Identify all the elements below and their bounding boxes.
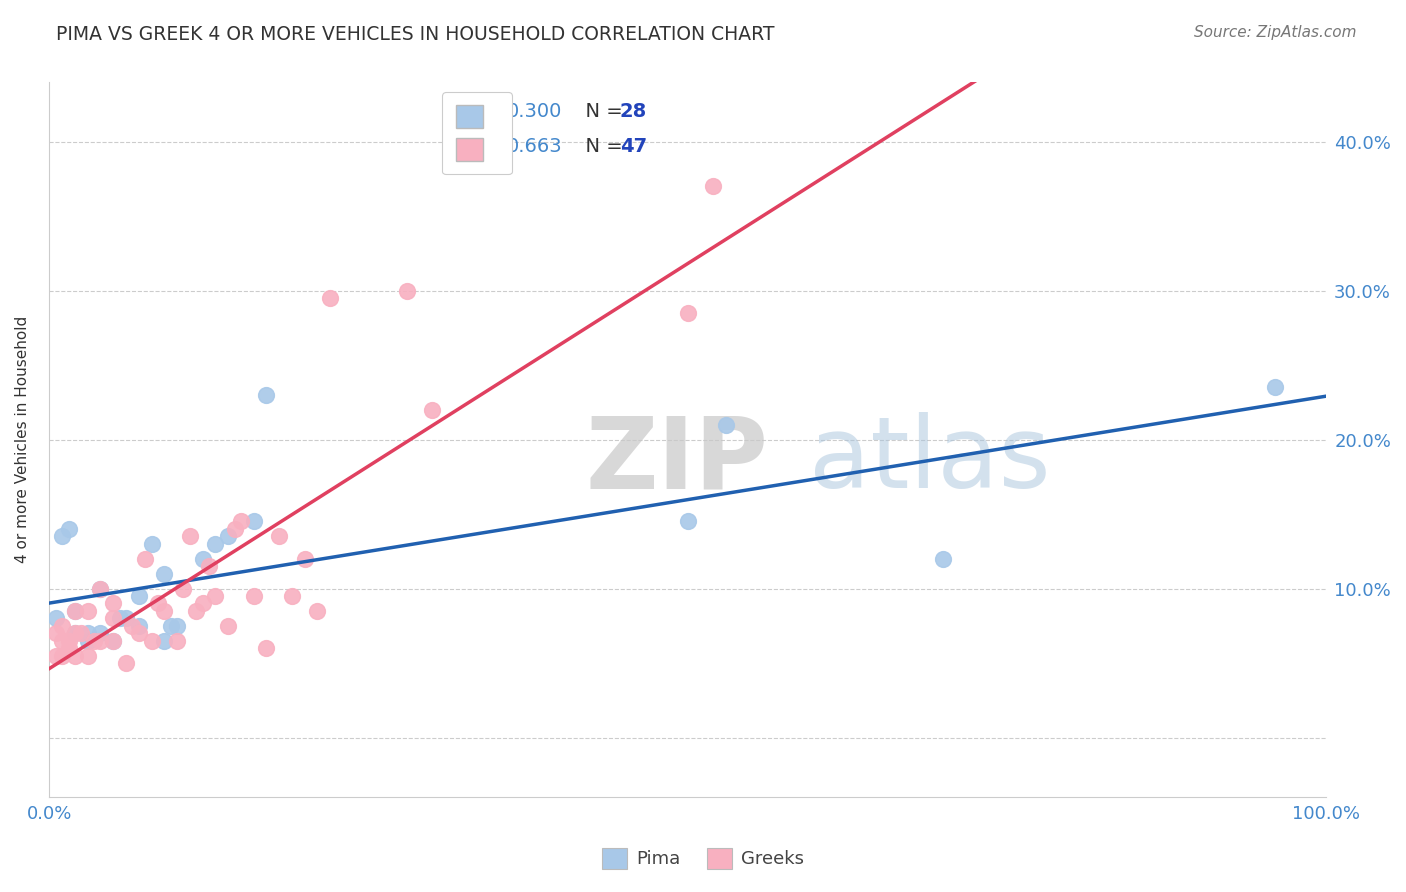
Point: [141, 537, 163, 551]
Text: PIMA VS GREEK 4 OR MORE VEHICLES IN HOUSEHOLD CORRELATION CHART: PIMA VS GREEK 4 OR MORE VEHICLES IN HOUS…: [56, 25, 775, 44]
Point: [128, 626, 150, 640]
Point: [702, 179, 724, 194]
Point: [63, 604, 86, 618]
Point: [134, 551, 156, 566]
Point: [45, 648, 67, 663]
Point: [128, 619, 150, 633]
Point: [224, 522, 246, 536]
Text: Source: ZipAtlas.com: Source: ZipAtlas.com: [1194, 25, 1357, 40]
Point: [714, 417, 737, 432]
Point: [307, 604, 329, 618]
Point: [115, 611, 138, 625]
Point: [141, 633, 163, 648]
Point: [63, 648, 86, 663]
Y-axis label: 4 or more Vehicles in Household: 4 or more Vehicles in Household: [15, 316, 30, 563]
Text: R =: R =: [474, 103, 516, 121]
Point: [204, 589, 226, 603]
Point: [932, 551, 955, 566]
Point: [108, 611, 131, 625]
Text: N =: N =: [572, 103, 628, 121]
Point: [217, 529, 239, 543]
Legend: , : ,: [441, 92, 512, 175]
Point: [204, 537, 226, 551]
Point: [70, 626, 93, 640]
Text: N =: N =: [572, 136, 628, 156]
Point: [103, 633, 125, 648]
Point: [676, 306, 699, 320]
Text: 47: 47: [620, 136, 647, 156]
Point: [217, 619, 239, 633]
Point: [166, 633, 188, 648]
Point: [83, 633, 105, 648]
Point: [422, 402, 444, 417]
Text: 0.300: 0.300: [506, 103, 562, 121]
Point: [51, 648, 73, 663]
Text: ZIP: ZIP: [585, 412, 769, 509]
Point: [242, 589, 264, 603]
Point: [319, 291, 342, 305]
Point: [45, 626, 67, 640]
Point: [76, 626, 98, 640]
Text: 28: 28: [620, 103, 647, 121]
Point: [128, 589, 150, 603]
Legend: Pima, Greeks: Pima, Greeks: [595, 840, 811, 876]
Point: [63, 626, 86, 640]
Point: [89, 582, 111, 596]
Point: [58, 522, 80, 536]
Point: [229, 515, 252, 529]
Point: [191, 596, 214, 610]
Point: [121, 619, 143, 633]
Point: [186, 604, 208, 618]
Point: [58, 641, 80, 656]
Point: [51, 619, 73, 633]
Point: [254, 388, 277, 402]
Point: [63, 604, 86, 618]
Text: atlas: atlas: [808, 412, 1050, 509]
Point: [676, 515, 699, 529]
Point: [254, 641, 277, 656]
Point: [76, 633, 98, 648]
Point: [269, 529, 291, 543]
Point: [294, 551, 316, 566]
Point: [172, 582, 194, 596]
Point: [45, 611, 67, 625]
Point: [166, 619, 188, 633]
Point: [395, 284, 418, 298]
Point: [1264, 380, 1286, 394]
Text: R =: R =: [474, 136, 516, 156]
Point: [89, 626, 111, 640]
Point: [103, 633, 125, 648]
Point: [191, 551, 214, 566]
Point: [89, 582, 111, 596]
Point: [51, 633, 73, 648]
Point: [76, 604, 98, 618]
Point: [153, 633, 176, 648]
Point: [146, 596, 169, 610]
Point: [76, 648, 98, 663]
Point: [153, 604, 176, 618]
Point: [103, 596, 125, 610]
Point: [153, 566, 176, 581]
Point: [51, 529, 73, 543]
Point: [115, 656, 138, 670]
Point: [103, 611, 125, 625]
Point: [242, 515, 264, 529]
Point: [89, 633, 111, 648]
Point: [63, 626, 86, 640]
Point: [159, 619, 181, 633]
Point: [198, 559, 221, 574]
Point: [58, 633, 80, 648]
Point: [281, 589, 304, 603]
Text: 0.663: 0.663: [506, 136, 562, 156]
Point: [179, 529, 201, 543]
